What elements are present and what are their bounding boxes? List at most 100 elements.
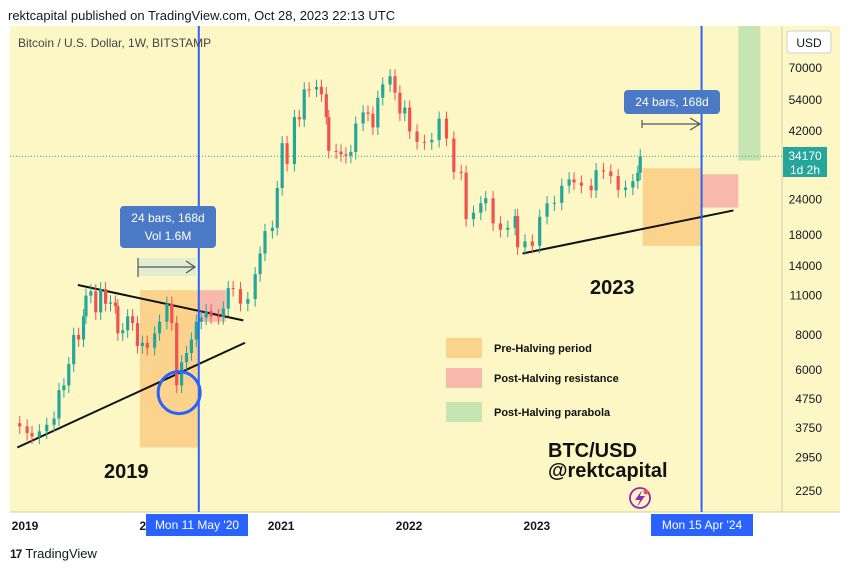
measure-tool-2023[interactable]: 24 bars, 168d [624, 90, 720, 131]
candle-96 [560, 185, 564, 203]
candle-7 [57, 390, 61, 419]
candle-74 [408, 107, 412, 132]
candle-5 [45, 424, 49, 432]
candle-17 [103, 289, 108, 304]
candle-106 [631, 181, 635, 188]
candle-37 [204, 311, 208, 318]
candle-34 [189, 339, 194, 354]
signature-handle: @rektcapital [548, 460, 668, 482]
candle-67 [371, 113, 375, 128]
shaded-zone-1 [198, 290, 226, 322]
halving-date-tag-2020: Mon 11 May '20 [146, 514, 248, 536]
y-tick-label-12: 2950 [795, 451, 822, 465]
candle-66 [366, 112, 370, 114]
legend-label-pre-halving: Pre-Halving period [494, 343, 592, 355]
candle-42 [231, 288, 235, 290]
candle-27 [153, 333, 157, 348]
candle-56 [314, 86, 319, 90]
candle-108 [638, 156, 642, 173]
candle-43 [238, 289, 243, 304]
candle-54 [302, 89, 306, 120]
measure-label-box-2023 [624, 90, 720, 114]
candle-101 [594, 170, 598, 191]
candle-55 [307, 89, 311, 91]
candle-80 [452, 138, 456, 172]
y-tick-label-11: 3750 [795, 421, 822, 435]
y-tick-label-0: 70000 [789, 61, 823, 75]
candle-2 [25, 426, 29, 434]
legend-label-post-halving-parabola: Post-Halving parabola [494, 407, 611, 419]
y-tick-label-10: 4750 [795, 392, 822, 406]
shaded-zone-4 [738, 26, 761, 161]
candle-49 [275, 188, 279, 228]
candle-20 [116, 306, 120, 334]
y-tick-label-8: 8000 [795, 328, 822, 342]
legend-label-post-halving-resistance: Post-Halving resistance [494, 373, 619, 385]
trendline-2[interactable] [522, 209, 734, 255]
candle-48 [270, 227, 274, 232]
y-tick-label-2: 42000 [789, 124, 823, 138]
candle-104 [616, 176, 620, 190]
chart-title: Bitcoin / U.S. Dollar, 1W, BITSTAMP [18, 36, 211, 50]
candle-57 [319, 86, 324, 95]
footer: 17 TradingView [10, 546, 97, 561]
candle-47 [263, 231, 267, 254]
measure-tool-2019[interactable]: 24 bars, 168d Vol 1.6M [120, 206, 216, 277]
candle-23 [130, 316, 135, 324]
measure-label-vol-2019: Vol 1.6M [145, 229, 192, 243]
candle-36 [199, 317, 203, 322]
halving-date-label-2020: Mon 11 May '20 [155, 518, 239, 532]
candle-102 [601, 170, 606, 172]
candle-61 [339, 151, 343, 155]
candle-90 [516, 216, 520, 248]
candle-95 [552, 202, 557, 204]
x-tick-label-4: 2023 [524, 519, 551, 533]
candle-59 [327, 117, 331, 151]
y-tick-label-5: 18000 [789, 228, 823, 242]
candle-100 [589, 185, 593, 191]
current-price-countdown: 1d 2h [790, 163, 820, 177]
y-tick-label-4: 24000 [789, 193, 823, 207]
candle-16 [99, 289, 103, 313]
x-tick-label-2: 2021 [268, 519, 295, 533]
candle-72 [398, 92, 402, 114]
tradingview-logo-icon: 17 [10, 546, 22, 561]
candle-28 [157, 321, 162, 334]
trendline-0[interactable] [16, 341, 246, 449]
candle-105 [623, 187, 628, 190]
candle-21 [121, 330, 125, 334]
candle-19 [113, 302, 117, 307]
y-tick-label-7: 11000 [790, 289, 823, 303]
candle-65 [361, 112, 365, 124]
candle-92 [530, 241, 534, 246]
candle-8 [62, 385, 66, 391]
candle-51 [285, 143, 289, 164]
halving-date-label-2024: Mon 15 Apr '24 [662, 518, 743, 532]
candle-41 [226, 288, 230, 309]
unit-button[interactable] [786, 30, 832, 54]
candle-24 [135, 323, 140, 347]
candle-83 [471, 212, 476, 220]
candle-68 [376, 97, 380, 128]
candle-85 [484, 198, 488, 204]
legend: Pre-Halving period Post-Halving resistan… [446, 338, 619, 422]
candle-89 [513, 216, 517, 228]
y-tick-label-1: 54000 [789, 93, 823, 107]
signature-pair: BTC/USD [548, 440, 637, 462]
lightning-icon[interactable] [629, 487, 651, 509]
candle-82 [464, 172, 468, 220]
candle-22 [126, 316, 130, 331]
candle-87 [498, 223, 503, 230]
candle-1 [18, 423, 22, 427]
candle-77 [430, 140, 434, 143]
candle-76 [422, 141, 427, 143]
candle-84 [479, 203, 483, 213]
candle-10 [72, 334, 76, 365]
measure-label-box-2019 [120, 206, 216, 248]
candle-91 [523, 241, 527, 248]
measure-label-bars-2019: 24 bars, 168d [131, 211, 204, 225]
candle-26 [145, 342, 149, 348]
candle-31 [175, 323, 179, 386]
candle-33 [184, 353, 189, 363]
